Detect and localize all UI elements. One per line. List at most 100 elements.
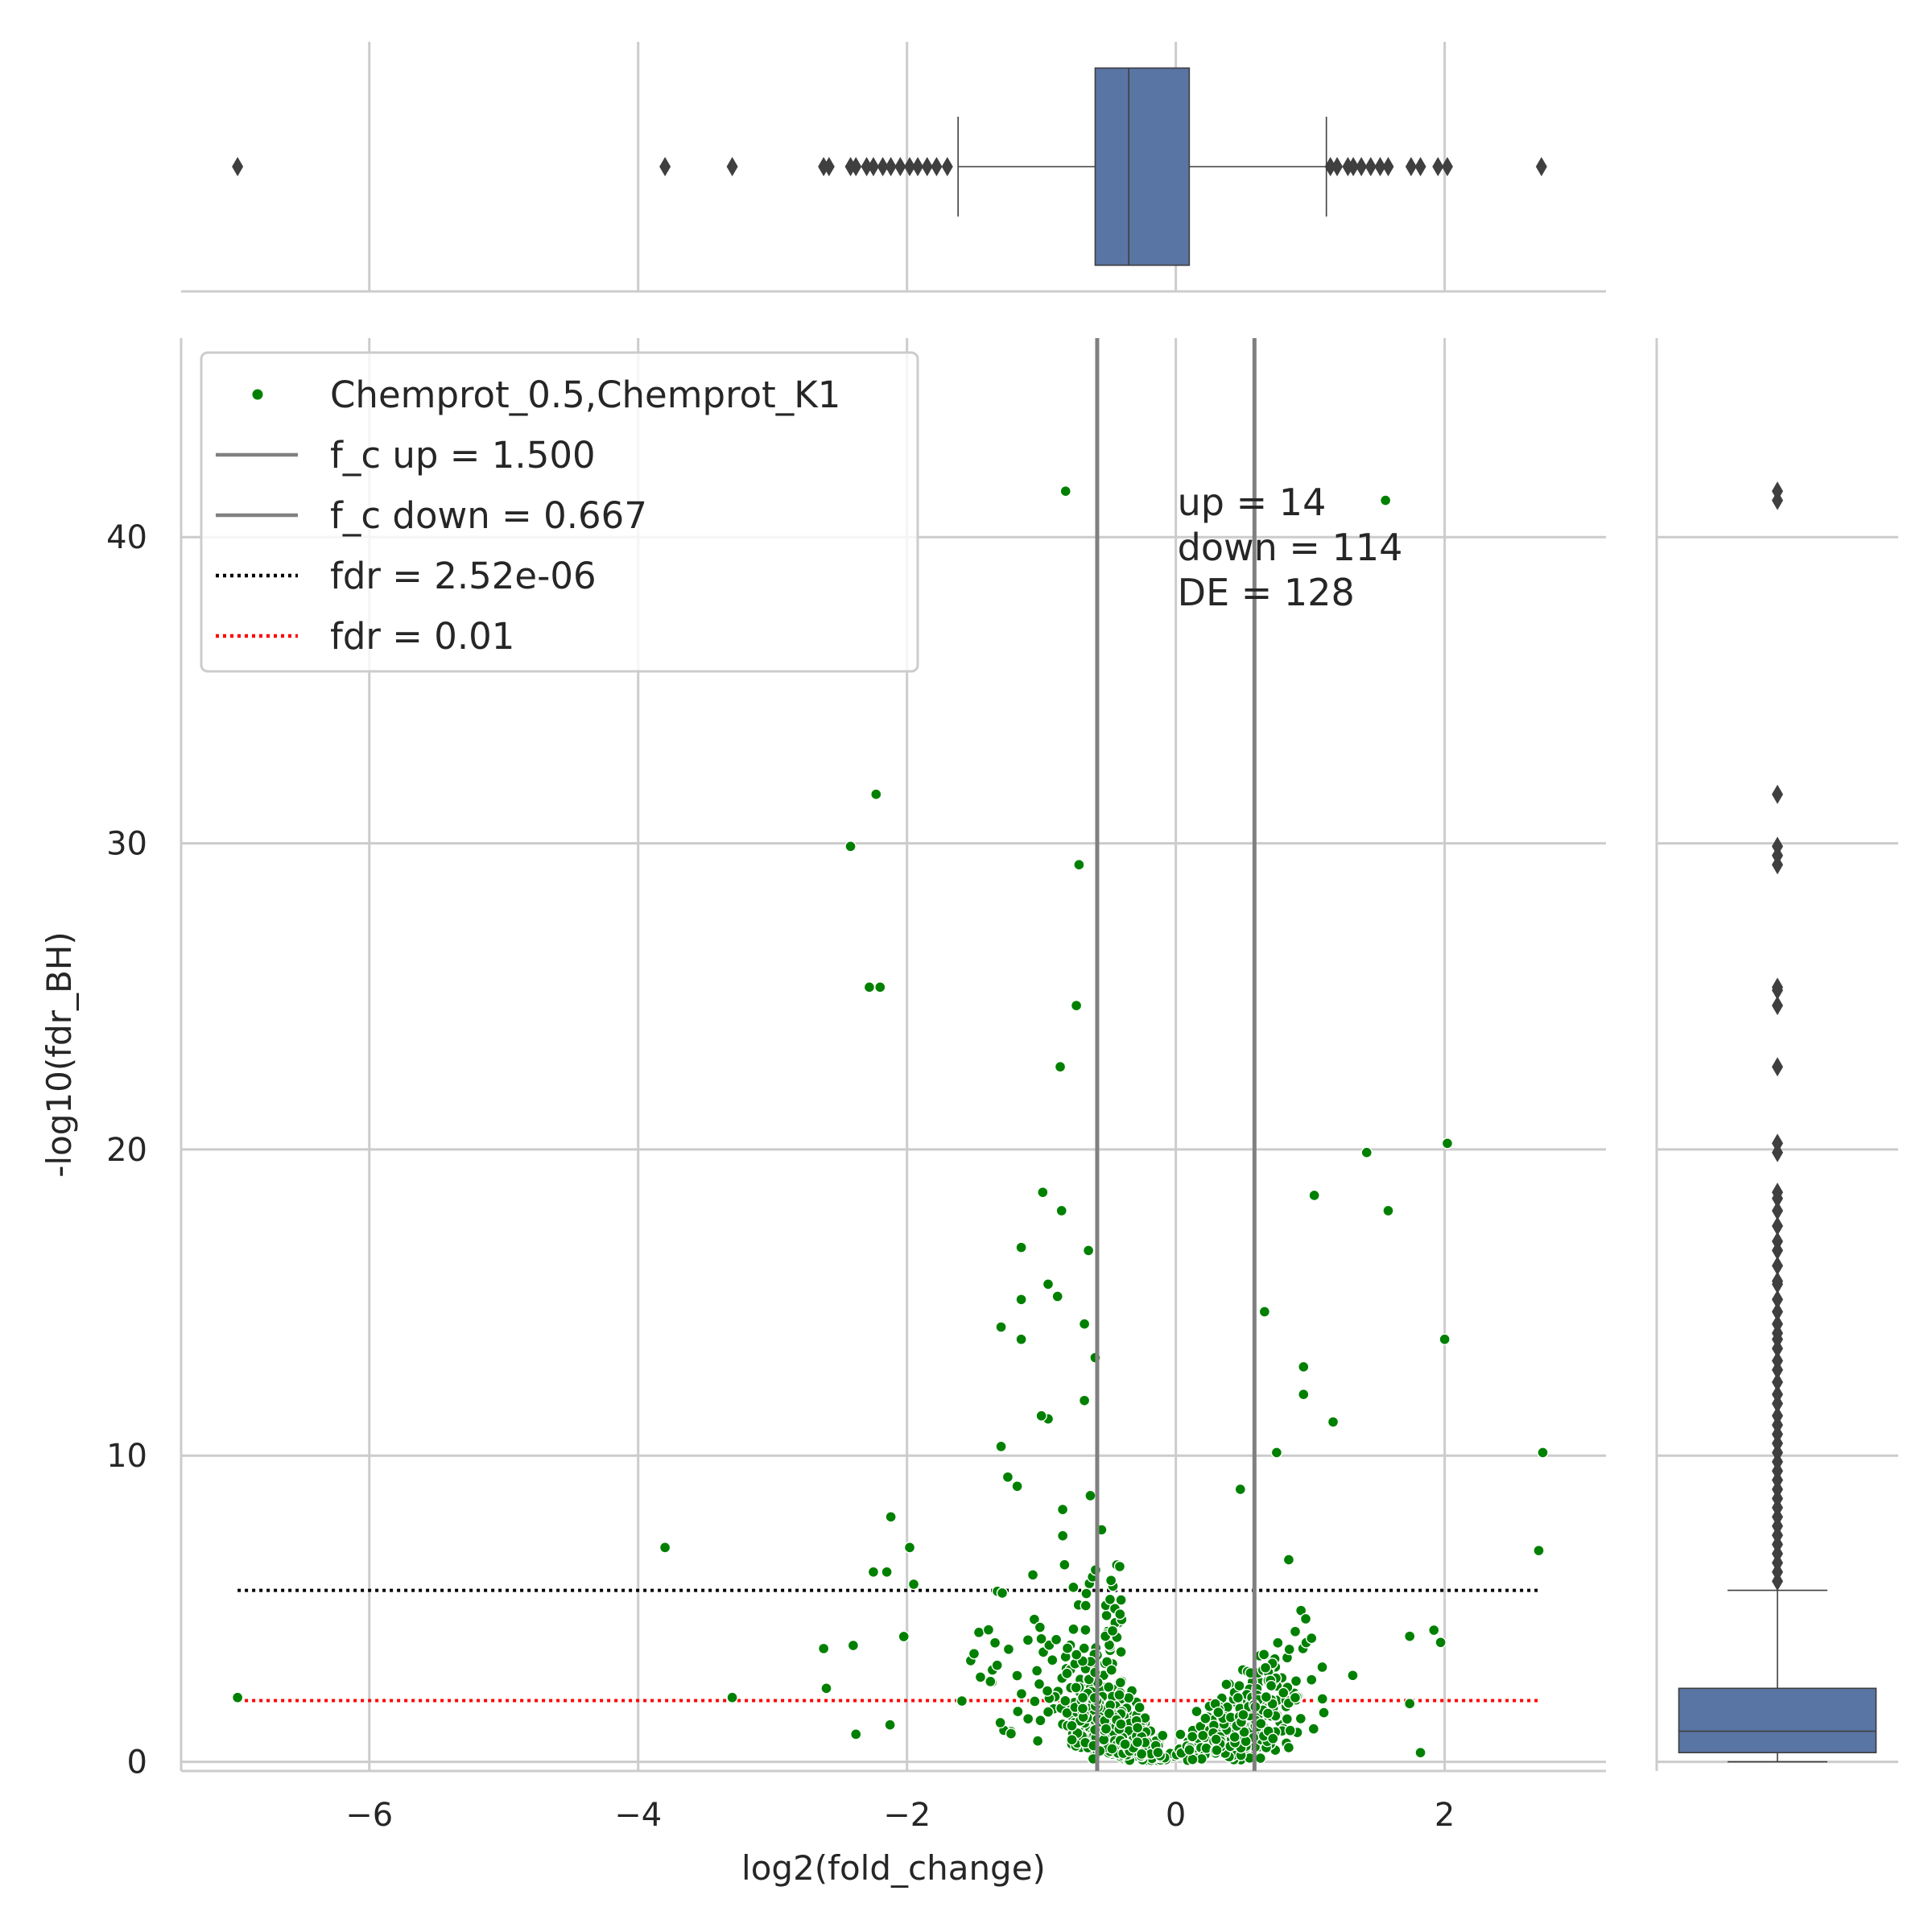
de-count-annotation: DE = 128 [1178, 571, 1355, 614]
x-tick-label: 0 [1166, 1797, 1186, 1834]
data-point [1037, 1186, 1049, 1199]
data-point [968, 1648, 980, 1660]
data-point [1080, 1600, 1092, 1612]
data-point [1306, 1632, 1318, 1645]
data-point [1015, 1241, 1027, 1253]
data-point [1012, 1705, 1024, 1718]
y-tick-label: 30 [106, 826, 147, 863]
data-point [870, 788, 882, 800]
data-point [1228, 1731, 1241, 1743]
boxplot-outlier [823, 157, 835, 176]
data-point [1265, 1679, 1278, 1692]
boxplot-outlier [1772, 1393, 1783, 1414]
data-point [1183, 1744, 1195, 1757]
data-point [863, 981, 876, 993]
legend-label: fdr = 0.01 [330, 615, 514, 658]
y-axis-title: -log10(fdr_BH) [39, 931, 79, 1178]
data-point [1046, 1654, 1059, 1666]
boxplot-outlier [659, 157, 671, 176]
data-point [1056, 1503, 1069, 1516]
data-point [1076, 1691, 1089, 1704]
boxplot-outlier [921, 157, 933, 176]
data-point [1082, 1245, 1095, 1257]
boxplot-outlier [1331, 157, 1344, 176]
data-point [1428, 1624, 1440, 1637]
boxplot-outlier [1772, 996, 1783, 1016]
data-point [847, 1639, 860, 1652]
data-point [1015, 1333, 1027, 1345]
data-point [844, 840, 857, 852]
data-point [1011, 1670, 1023, 1682]
data-point [974, 1671, 987, 1683]
data-point [994, 1716, 1006, 1729]
data-point [1055, 1204, 1067, 1217]
data-point [1029, 1695, 1041, 1707]
boxplot-outlier [1441, 157, 1453, 176]
data-point [985, 1675, 997, 1688]
data-point [1115, 1718, 1127, 1730]
legend: Chemprot_0.5,Chemprot_K1 f_c up = 1.500 f_… [200, 351, 919, 673]
data-point [1211, 1744, 1223, 1757]
boxplot-outlier [904, 157, 916, 176]
boxplot-outlier [1356, 157, 1368, 176]
data-point [1404, 1630, 1416, 1642]
data-point [1078, 1642, 1090, 1654]
data-point [1174, 1728, 1187, 1740]
data-point [1061, 1707, 1073, 1719]
data-point [1347, 1670, 1359, 1682]
data-point [1258, 1306, 1271, 1318]
data-point [1051, 1290, 1063, 1302]
boxplot-outlier [726, 157, 738, 176]
data-point [1316, 1693, 1328, 1705]
boxplot-outlier [867, 157, 879, 176]
data-point [1059, 1695, 1071, 1707]
data-point [995, 1321, 1007, 1333]
data-point [982, 1624, 995, 1636]
boxplot-outlier [877, 157, 889, 176]
data-point [1042, 1278, 1055, 1290]
boxplot-outlier [894, 157, 906, 176]
x-tick-label: 2 [1435, 1797, 1455, 1834]
data-point [1439, 1333, 1451, 1345]
boxplot-outlier [1772, 1216, 1783, 1236]
data-point [1114, 1676, 1127, 1689]
data-point [1114, 1608, 1126, 1620]
data-point [1199, 1712, 1212, 1724]
data-point [1026, 1569, 1039, 1581]
data-point [1076, 1703, 1089, 1715]
data-point [1414, 1746, 1426, 1759]
legend-label: f_c up = 1.500 [330, 434, 596, 477]
data-point [1005, 1728, 1018, 1740]
data-point [1070, 1682, 1082, 1694]
data-point [1254, 1752, 1267, 1765]
data-point [956, 1695, 968, 1707]
data-point [1404, 1698, 1416, 1710]
boxplot-outlier [1772, 1360, 1783, 1380]
data-point [1267, 1732, 1279, 1744]
boxplot-outlier [1772, 1571, 1783, 1591]
data-point [995, 1440, 1007, 1453]
boxplot-outlier [1772, 1057, 1783, 1077]
legend-marker [252, 389, 263, 400]
data-point [1234, 1483, 1247, 1496]
data-point [1119, 1738, 1131, 1751]
data-point [898, 1630, 910, 1643]
data-point [1113, 1560, 1126, 1573]
data-point [996, 1587, 1009, 1600]
data-point [1106, 1624, 1119, 1637]
data-point [1059, 1558, 1071, 1571]
data-point [1115, 1645, 1127, 1658]
data-point [1015, 1294, 1027, 1306]
data-point [1257, 1649, 1270, 1661]
data-point [1100, 1723, 1113, 1735]
data-point [1212, 1706, 1224, 1719]
data-point [1022, 1712, 1034, 1725]
data-point [1041, 1685, 1054, 1697]
data-point [1537, 1447, 1549, 1459]
top-marginal-boxplot [181, 42, 1606, 293]
data-point [885, 1511, 897, 1523]
boxplot-outlier [1772, 1339, 1783, 1359]
data-point [1281, 1713, 1294, 1725]
data-point [1061, 1642, 1074, 1654]
